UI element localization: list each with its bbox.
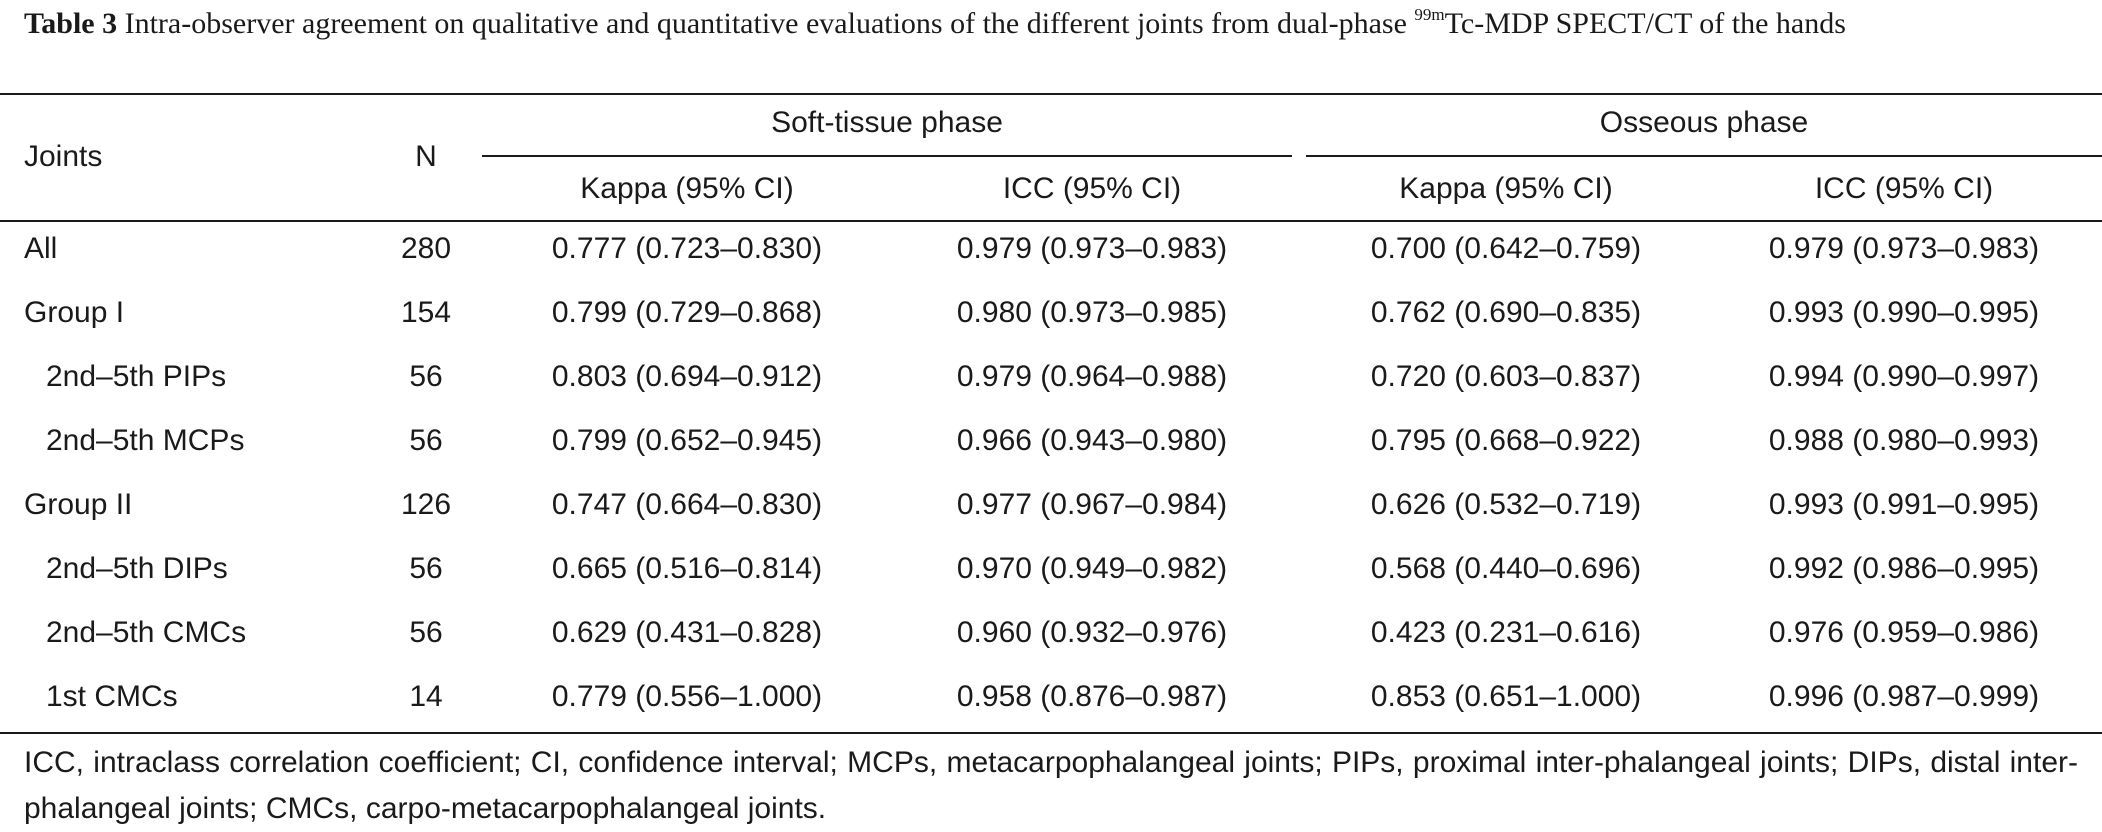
top-rule — [0, 93, 2102, 95]
cell-os-kappa: 0.762 (0.690–0.835) — [1370, 296, 1642, 329]
caption-superscript: 99m — [1414, 5, 1445, 24]
cell-st-icc: 0.966 (0.943–0.980) — [956, 424, 1228, 457]
cell-st-icc: 0.980 (0.973–0.985) — [956, 296, 1228, 329]
cell-st-icc: 0.979 (0.973–0.983) — [956, 232, 1228, 265]
cell-n: 154 — [400, 296, 452, 329]
cell-st-kappa: 0.747 (0.664–0.830) — [551, 488, 823, 521]
cell-n: 14 — [409, 680, 443, 713]
cell-os-kappa: 0.423 (0.231–0.616) — [1370, 616, 1642, 649]
header-os-kappa: Kappa (95% CI) — [1399, 172, 1613, 205]
header-st-kappa: Kappa (95% CI) — [580, 172, 794, 205]
cell-joint: 2nd–5th DIPs — [46, 552, 228, 585]
cell-st-icc: 0.958 (0.876–0.987) — [956, 680, 1228, 713]
cell-st-icc: 0.970 (0.949–0.982) — [956, 552, 1228, 585]
cell-os-icc: 0.988 (0.980–0.993) — [1768, 424, 2040, 457]
cell-st-kappa: 0.629 (0.431–0.828) — [551, 616, 823, 649]
cell-os-kappa: 0.568 (0.440–0.696) — [1370, 552, 1642, 585]
cell-os-kappa: 0.720 (0.603–0.837) — [1370, 360, 1642, 393]
cell-os-kappa: 0.853 (0.651–1.000) — [1370, 680, 1642, 713]
cell-joint: 2nd–5th MCPs — [46, 424, 245, 457]
table-caption: Table 3 Intra-observer agreement on qual… — [24, 4, 2078, 48]
cell-n: 280 — [400, 232, 452, 265]
cell-os-icc: 0.979 (0.973–0.983) — [1768, 232, 2040, 265]
header-soft-tissue-phase: Soft-tissue phase — [771, 106, 1003, 139]
osseous-span-rule — [1306, 155, 2102, 157]
soft-tissue-span-rule — [482, 155, 1292, 157]
cell-joint: All — [24, 232, 58, 265]
header-st-icc: ICC (95% CI) — [1002, 172, 1182, 205]
cell-joint: Group I — [24, 296, 125, 329]
cell-st-kappa: 0.799 (0.652–0.945) — [551, 424, 823, 457]
table-footnote: ICC, intraclass correlation coefficient;… — [24, 746, 2078, 825]
cell-n: 56 — [409, 616, 443, 649]
bottom-rule — [0, 732, 2102, 734]
cell-st-icc: 0.979 (0.964–0.988) — [956, 360, 1228, 393]
cell-st-kappa: 0.665 (0.516–0.814) — [551, 552, 823, 585]
caption-text-end: Tc-MDP SPECT/CT of the hands — [1444, 7, 1846, 40]
cell-joint: 2nd–5th CMCs — [46, 616, 247, 649]
cell-n: 126 — [400, 488, 452, 521]
header-joints: Joints — [24, 140, 103, 173]
cell-os-kappa: 0.700 (0.642–0.759) — [1370, 232, 1642, 265]
header-bottom-rule — [0, 220, 2102, 222]
cell-st-kappa: 0.803 (0.694–0.912) — [551, 360, 823, 393]
cell-st-kappa: 0.799 (0.729–0.868) — [551, 296, 823, 329]
caption-text: Intra-observer agreement on qualitative … — [124, 7, 1415, 40]
header-n: N — [415, 140, 437, 173]
header-osseous-phase: Osseous phase — [1599, 106, 1809, 139]
cell-os-icc: 0.993 (0.991–0.995) — [1768, 488, 2040, 521]
cell-joint: 1st CMCs — [46, 680, 178, 713]
header-os-icc: ICC (95% CI) — [1814, 172, 1994, 205]
cell-n: 56 — [409, 552, 443, 585]
cell-joint: Group II — [24, 488, 133, 521]
cell-os-icc: 0.993 (0.990–0.995) — [1768, 296, 2040, 329]
cell-os-icc: 0.992 (0.986–0.995) — [1768, 552, 2040, 585]
cell-st-kappa: 0.779 (0.556–1.000) — [551, 680, 823, 713]
cell-st-icc: 0.960 (0.932–0.976) — [956, 616, 1228, 649]
cell-st-kappa: 0.777 (0.723–0.830) — [551, 232, 823, 265]
cell-n: 56 — [409, 424, 443, 457]
cell-n: 56 — [409, 360, 443, 393]
cell-os-icc: 0.996 (0.987–0.999) — [1768, 680, 2040, 713]
table-label: Table 3 — [24, 7, 118, 40]
cell-os-kappa: 0.795 (0.668–0.922) — [1370, 424, 1642, 457]
cell-st-icc: 0.977 (0.967–0.984) — [956, 488, 1228, 521]
cell-os-icc: 0.976 (0.959–0.986) — [1768, 616, 2040, 649]
cell-joint: 2nd–5th PIPs — [46, 360, 227, 393]
cell-os-icc: 0.994 (0.990–0.997) — [1768, 360, 2040, 393]
cell-os-kappa: 0.626 (0.532–0.719) — [1370, 488, 1642, 521]
